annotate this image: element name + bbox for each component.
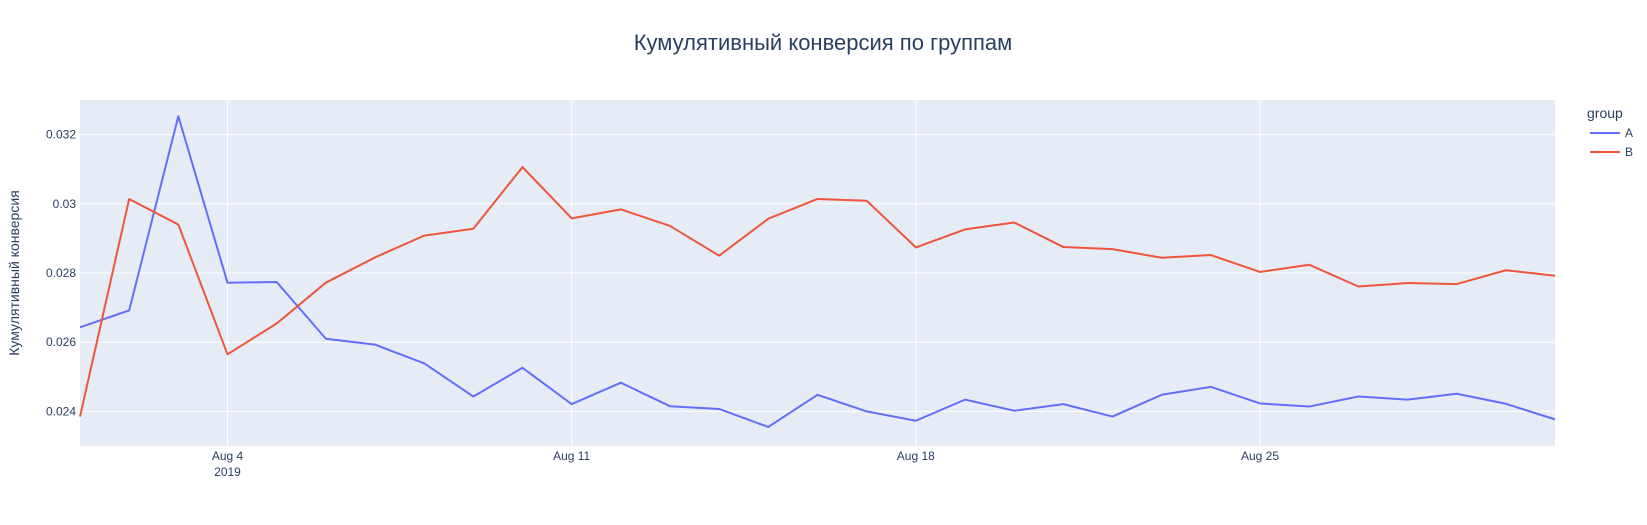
legend-label-a[interactable]: A bbox=[1625, 126, 1633, 140]
y-tick-label: 0.024 bbox=[46, 404, 76, 418]
legend: AB bbox=[1590, 126, 1633, 159]
series-lines bbox=[79, 115, 1556, 428]
x-tick-sublabel: 2019 bbox=[214, 465, 241, 479]
legend-label-b[interactable]: B bbox=[1625, 145, 1633, 159]
x-tick-label: Aug 25 bbox=[1241, 449, 1279, 463]
x-tick-label: Aug 18 bbox=[897, 449, 935, 463]
y-tick-label: 0.028 bbox=[46, 266, 76, 280]
x-axis-ticks: Aug 4 2019 Aug 11 Aug 18 Aug 25 bbox=[212, 449, 1280, 479]
y-tick-label: 0.03 bbox=[53, 197, 77, 211]
legend-title: group bbox=[1587, 105, 1623, 121]
y-tick-label: 0.026 bbox=[46, 335, 76, 349]
x-tick-label: Aug 11 bbox=[553, 449, 590, 463]
x-tick-label: Aug 4 bbox=[212, 449, 244, 463]
grid bbox=[80, 100, 1555, 446]
y-axis-title: Кумулятивный конверсия bbox=[6, 190, 22, 355]
chart-title: Кумулятивный конверсия по группам bbox=[634, 30, 1013, 55]
y-axis-ticks: 0.024 0.026 0.028 0.03 0.032 bbox=[46, 128, 76, 419]
series-line-a bbox=[79, 115, 1556, 428]
y-tick-label: 0.032 bbox=[46, 128, 76, 142]
series-line-b bbox=[79, 166, 1556, 417]
